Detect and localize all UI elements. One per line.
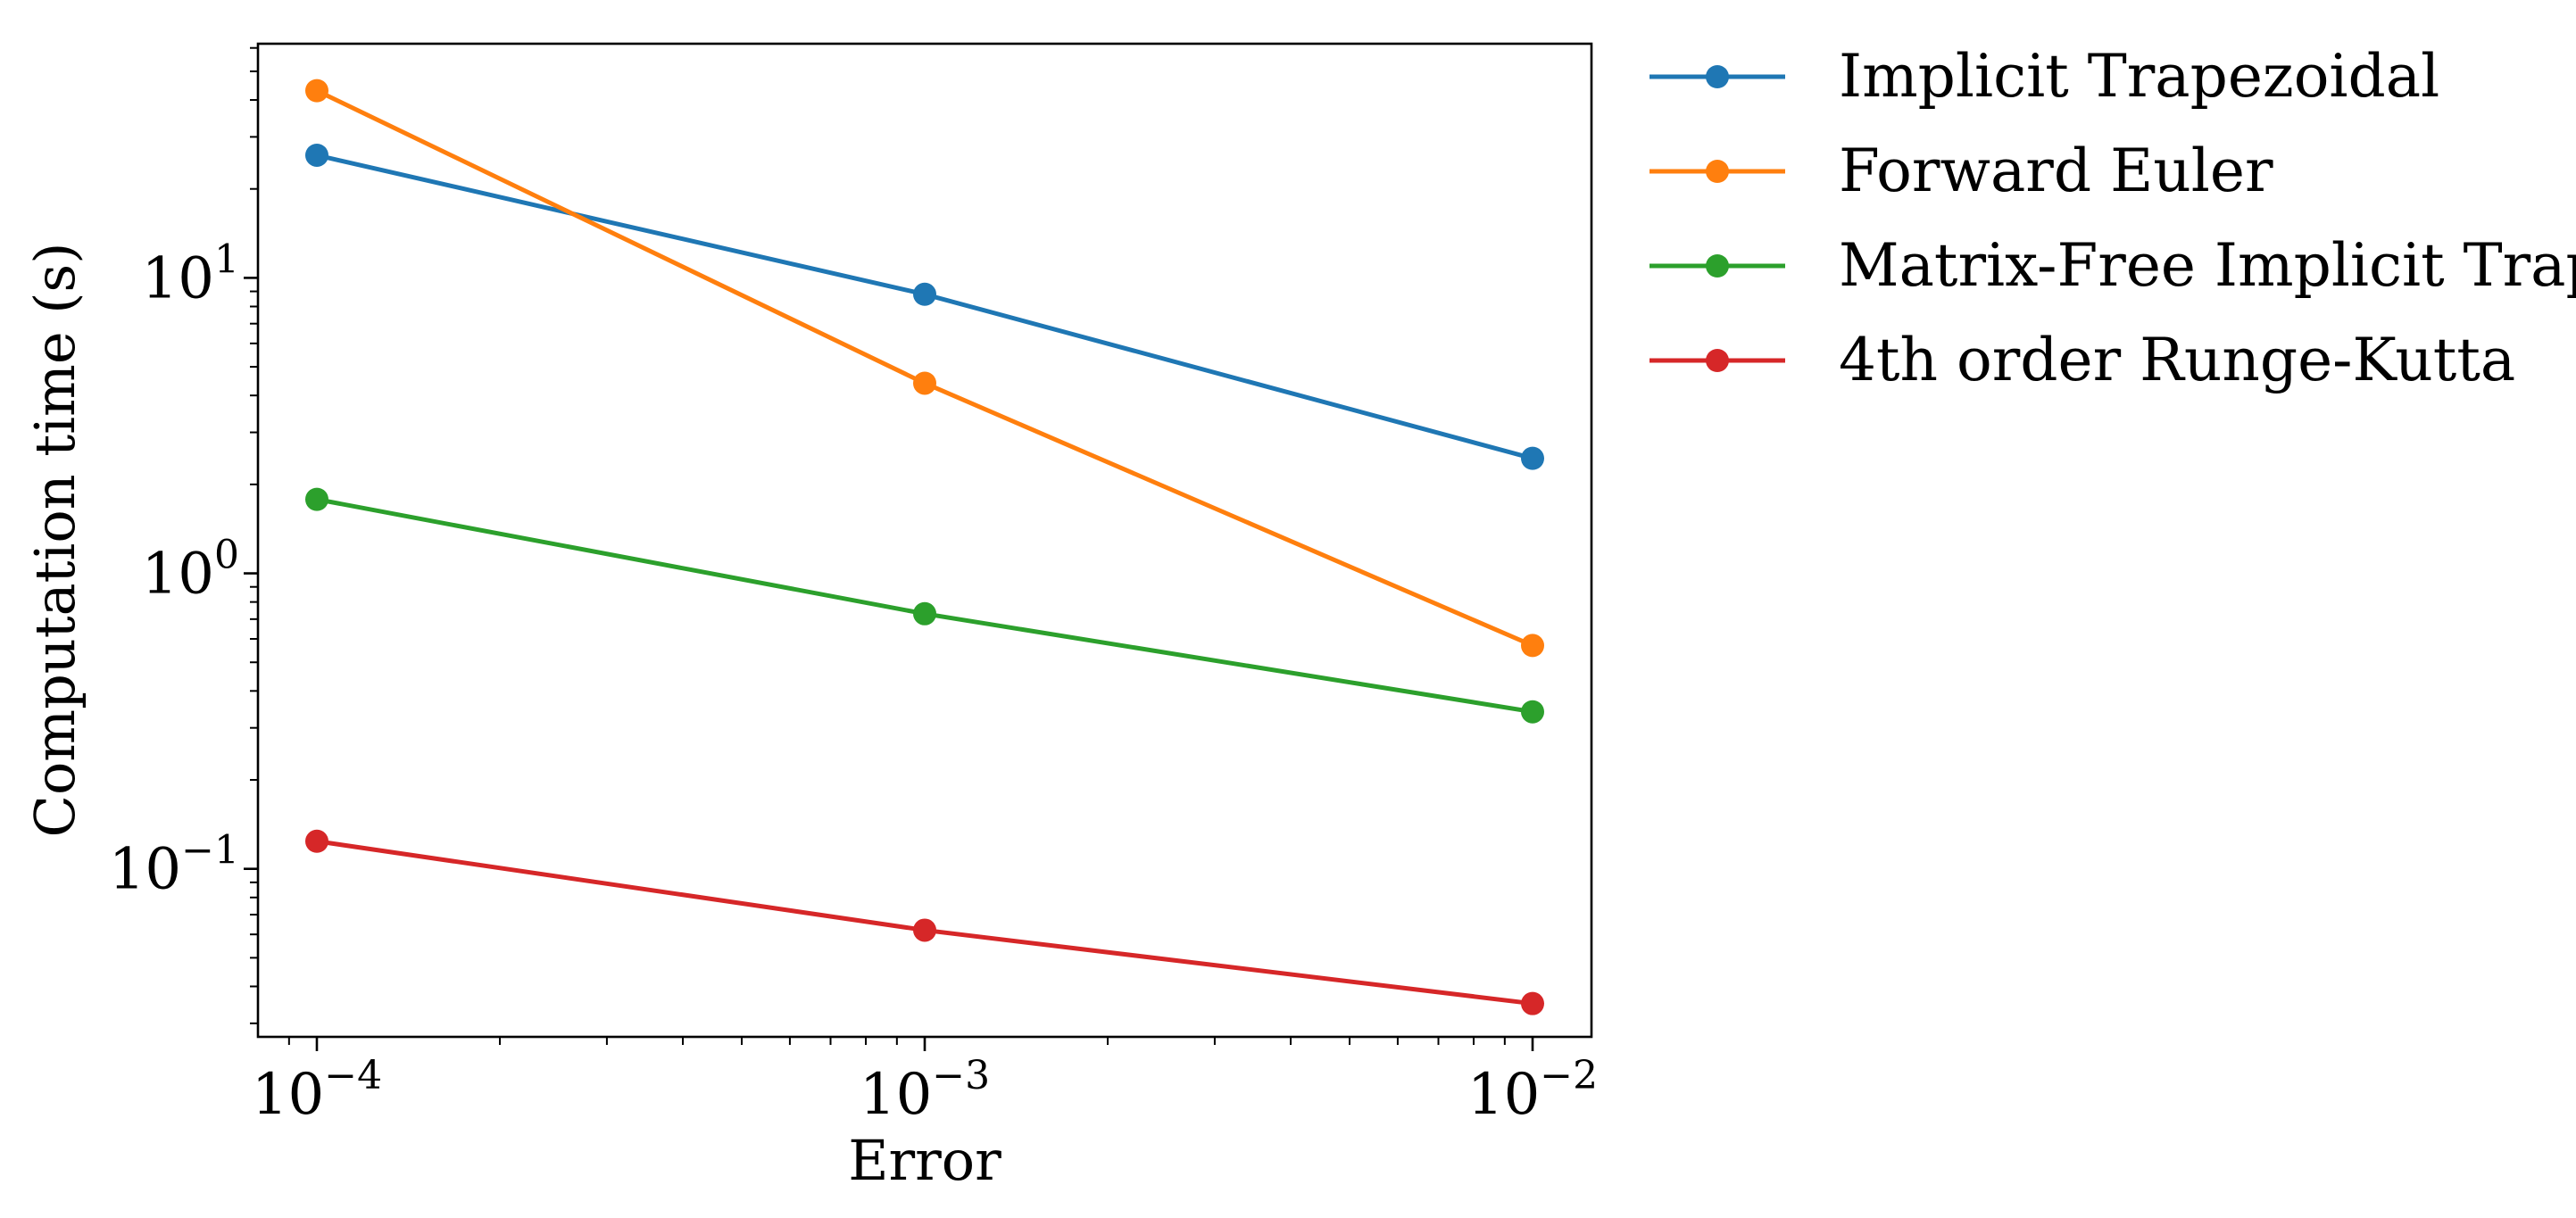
series-line bbox=[316, 153, 1533, 461]
x-tick-label: 10−2 bbox=[1467, 1053, 1598, 1128]
legend-marker bbox=[1706, 254, 1729, 278]
legend-marker bbox=[1706, 160, 1729, 183]
data-point bbox=[304, 829, 328, 853]
x-axis-label: Error bbox=[848, 1128, 1001, 1193]
data-point bbox=[1521, 700, 1545, 724]
data-point bbox=[913, 371, 936, 395]
legend-entry-label: Matrix-Free Implicit Trap bbox=[1839, 231, 2576, 300]
series-line bbox=[315, 88, 1533, 648]
data-point bbox=[913, 918, 936, 942]
data-point bbox=[304, 487, 328, 511]
y-tick-label-exponent: −1 bbox=[181, 828, 239, 874]
x-tick-label-exponent: −3 bbox=[932, 1053, 990, 1098]
data-point bbox=[913, 282, 936, 306]
legend-entry-label: 4th order Runge-Kutta bbox=[1839, 326, 2515, 394]
y-tick-label-exponent: 0 bbox=[214, 533, 239, 578]
x-tick-label: 10−3 bbox=[860, 1053, 990, 1128]
legend-entry-label: Implicit Trapezoidal bbox=[1839, 42, 2439, 111]
y-tick-label-base: 10 bbox=[109, 837, 181, 903]
axes-frame bbox=[256, 42, 1593, 1039]
y-tick-label-base: 10 bbox=[142, 245, 214, 311]
x-tick-label-exponent: −2 bbox=[1540, 1053, 1598, 1098]
plot-area bbox=[244, 42, 1593, 1051]
data-point bbox=[1521, 446, 1545, 470]
y-axis-label: Computation time (s) bbox=[22, 243, 87, 838]
x-tick-label-exponent: −4 bbox=[324, 1053, 382, 1098]
x-tick-labels: 10−4 10−3 10−2 bbox=[252, 1053, 1598, 1128]
x-tick-label-base: 10 bbox=[1467, 1062, 1540, 1128]
major-ticks bbox=[244, 277, 1534, 1051]
y-tick-label: 101 bbox=[142, 236, 239, 311]
legend-entry-label: Forward Euler bbox=[1839, 137, 2273, 205]
series-layer bbox=[304, 79, 1545, 1015]
data-point bbox=[304, 143, 328, 167]
data-point bbox=[1521, 991, 1545, 1015]
data-point bbox=[1521, 634, 1545, 658]
y-tick-label-exponent: 1 bbox=[214, 236, 239, 282]
y-tick-label: 100 bbox=[142, 533, 239, 608]
data-point bbox=[304, 79, 328, 103]
x-tick-label-base: 10 bbox=[252, 1062, 324, 1128]
legend-marker bbox=[1706, 349, 1729, 372]
data-point bbox=[913, 601, 936, 626]
legend-marker bbox=[1706, 65, 1729, 88]
legend: Implicit Trapezoidal Forward Euler Matrix-… bbox=[1649, 42, 2576, 394]
x-tick-label-base: 10 bbox=[860, 1062, 932, 1128]
y-tick-label-base: 10 bbox=[142, 542, 214, 608]
x-tick-label: 10−4 bbox=[252, 1053, 382, 1128]
minor-ticks bbox=[250, 46, 1506, 1045]
y-tick-label: 10−1 bbox=[109, 828, 239, 903]
